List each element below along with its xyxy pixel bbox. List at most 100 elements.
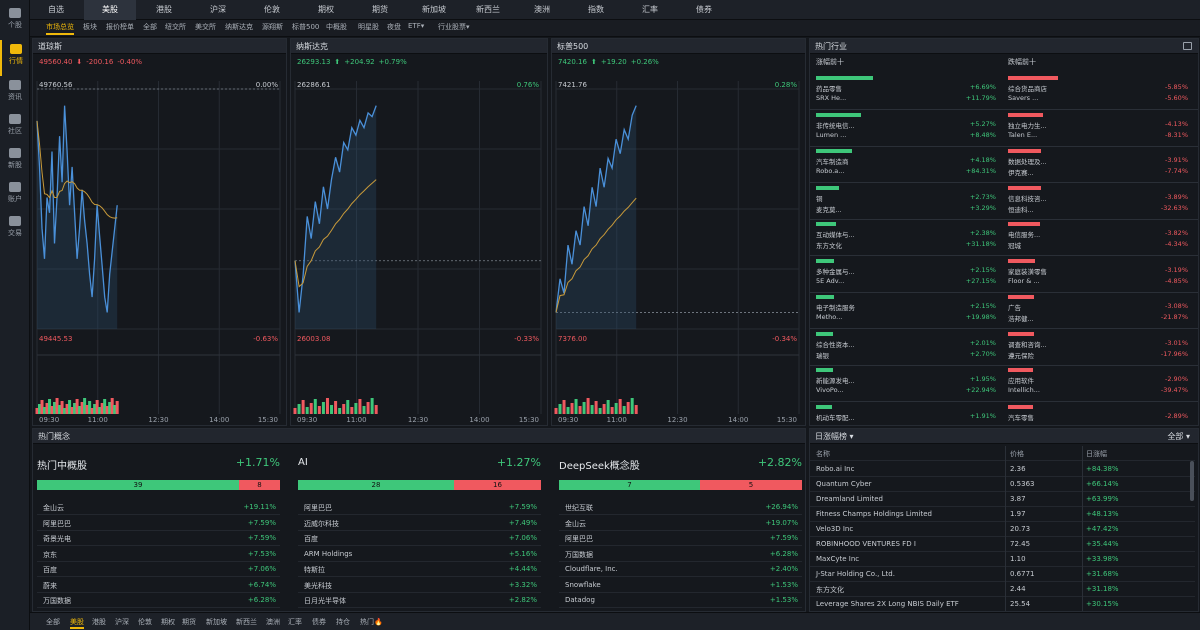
gainer-row[interactable]: Velo3D Inc 20.73 +47.42%: [810, 522, 1195, 537]
dow-intraday-chart[interactable]: 49760.56 0.00% 49445.53 -0.63% 09:30 11:00 12:…: [33, 69, 286, 425]
sidebar-item-trade[interactable]: 交易: [0, 212, 30, 248]
concept-stock-row[interactable]: 阿里巴巴 +7.59%: [37, 516, 280, 531]
subnav-item[interactable]: 标普500: [292, 23, 320, 31]
bottom-tab[interactable]: 美股: [70, 617, 84, 629]
dow-jones-panel[interactable]: 道琼斯 49560.40 ⬇ -200.16 -0.40% 49760.56 0.00%…: [32, 38, 287, 426]
gainer-row[interactable]: Robo.ai Inc 2.36 +84.38%: [810, 462, 1195, 477]
bottom-tab[interactable]: 新西兰: [236, 618, 257, 626]
bottom-tab[interactable]: 新加坡: [206, 618, 227, 626]
sidebar-item-chart[interactable]: 行情: [0, 40, 30, 76]
tab-market[interactable]: 汇率: [642, 5, 658, 14]
tab-market[interactable]: 债券: [696, 5, 712, 14]
industry-row[interactable]: 新能源发电... +1.95% 应用软件 -2.90% VivoPo... +22.94%…: [810, 365, 1198, 402]
concept-stock-row[interactable]: 日月光半导体 +2.82%: [298, 593, 541, 608]
tab-market[interactable]: 伦敦: [264, 5, 280, 14]
tab-market[interactable]: 港股: [156, 5, 172, 14]
concept-stock-row[interactable]: 世纪互联 +26.94%: [559, 500, 802, 515]
subnav-item[interactable]: 中概股: [326, 23, 347, 31]
industry-row[interactable]: 互动媒体与... +2.38% 电信服务... -3.82% 东方文化 +31.18% 冠城…: [810, 219, 1198, 256]
industry-row[interactable]: 非传统电信... +5.27% 独立电力生... -4.13% Lumen ... +8.…: [810, 110, 1198, 147]
concept-stock-row[interactable]: 百度 +7.06%: [298, 531, 541, 546]
bottom-tab[interactable]: 港股: [92, 618, 106, 626]
tab-market[interactable]: 期权: [318, 5, 334, 14]
subnav-item[interactable]: ETF▾: [408, 22, 425, 30]
tab-market[interactable]: 指数: [588, 5, 604, 14]
expand-icon[interactable]: [1183, 42, 1192, 50]
column-header[interactable]: 日涨幅: [1086, 450, 1107, 458]
concept-stock-row[interactable]: 金山云 +19.11%: [37, 500, 280, 515]
sidebar-item-account[interactable]: 账户: [0, 178, 30, 214]
bottom-tab[interactable]: 汇率: [288, 618, 302, 626]
industry-row[interactable]: 综合性资本... +2.01% 调查和咨询... -3.01% 瑞银 +2.70% 遵元保险…: [810, 329, 1198, 366]
concept-stock-row[interactable]: 阿里巴巴 +7.59%: [559, 531, 802, 546]
sidebar-item-community[interactable]: 社区: [0, 110, 30, 146]
tab-market[interactable]: 自选: [48, 5, 64, 14]
tab-market[interactable]: 沪深: [210, 5, 226, 14]
gainer-row[interactable]: Dreamland Limited 3.87 +63.99%: [810, 492, 1195, 507]
subnav-item[interactable]: 明星股: [358, 23, 379, 31]
subnav-item[interactable]: 美交所: [195, 23, 216, 31]
concept-stock-row[interactable]: 蔚来 +6.74%: [37, 578, 280, 593]
sp500-panel[interactable]: 标普500 7420.16 ⬆ +19.20 +0.26% 7421.76 0.28% 7…: [551, 38, 806, 426]
nasdaq-panel[interactable]: 纳斯达克 26293.13 ⬆ +204.92 +0.79% 26286.61 0.76…: [290, 38, 548, 426]
industry-row[interactable]: 电子制造服务 +2.15% 广告 -3.08% Metho... +19.98% 浩邦健..…: [810, 292, 1198, 329]
concept-stock-row[interactable]: 特斯拉 +4.44%: [298, 562, 541, 577]
subnav-item[interactable]: 纳斯达克: [225, 23, 253, 31]
bottom-tab[interactable]: 债券: [312, 618, 326, 626]
concept-stock-row[interactable]: 迈威尔科技 +7.49%: [298, 516, 541, 531]
sp500-intraday-chart[interactable]: 7421.76 0.28% 7376.00 -0.34% 09:30 11:00 12:30…: [552, 69, 805, 425]
subnav-item[interactable]: 市场总览: [46, 22, 74, 35]
concept-stock-row[interactable]: Datadog +1.53%: [559, 593, 802, 608]
tab-market[interactable]: 期货: [372, 5, 388, 14]
gainer-row[interactable]: Quantum Cyber 0.5363 +66.14%: [810, 477, 1195, 492]
bottom-tab[interactable]: 沪深: [115, 618, 129, 626]
concept-stock-row[interactable]: Snowflake +1.53%: [559, 578, 802, 593]
gainer-row[interactable]: MaxCyte Inc 1.10 +33.98%: [810, 552, 1195, 567]
bottom-tab[interactable]: 期货: [182, 618, 196, 626]
subnav-item[interactable]: 夜盘: [387, 23, 401, 31]
tab-market[interactable]: 新西兰: [476, 5, 500, 14]
industry-row[interactable]: 药品零售 +6.69% 综合货品商店 -5.85% SRX He... +11.79% Sa…: [810, 73, 1198, 110]
concept-stock-row[interactable]: 金山云 +19.07%: [559, 516, 802, 531]
bottom-tab[interactable]: 澳洲: [266, 618, 280, 626]
subnav-item[interactable]: 报价榜单: [106, 23, 134, 31]
column-header[interactable]: 价格: [1010, 450, 1024, 458]
bottom-tab[interactable]: 期权: [161, 618, 175, 626]
concept-stock-row[interactable]: 万国数据 +6.28%: [559, 547, 802, 562]
gainers-title[interactable]: 日涨幅榜 ▾: [815, 432, 854, 441]
column-header[interactable]: 名称: [816, 450, 830, 458]
gainer-row[interactable]: Fitness Champs Holdings Limited 1.97 +48.1…: [810, 507, 1195, 522]
concept-stock-row[interactable]: 美光科技 +3.32%: [298, 578, 541, 593]
sidebar-item-ipo[interactable]: 新股: [0, 144, 30, 180]
gainers-filter[interactable]: 全部 ▾: [1167, 432, 1190, 441]
concept-stock-row[interactable]: 万国数据 +6.28%: [37, 593, 280, 608]
concept-group[interactable]: DeepSeek概念股 +2.82% 7 5 世纪互联 +26.94% 金山云 +19.07%…: [559, 445, 802, 611]
concept-group[interactable]: AI +1.27% 28 16 阿里巴巴 +7.59% 迈威尔科技 +7.49% 百度 +7.06…: [298, 445, 541, 611]
industry-row[interactable]: 汽车制造商 +4.18% 数据处理及... -3.91% Robo.a... +84.31…: [810, 146, 1198, 183]
industry-row[interactable]: 机动车零配... +1.91% 汽车零售 -2.89%: [810, 402, 1198, 426]
gainer-row[interactable]: Leverage Shares 2X Long NBIS Daily ETF 25…: [810, 597, 1195, 611]
concept-group[interactable]: 热门中概股 +1.71% 39 8 金山云 +19.11% 阿里巴巴 +7.59% 奇景光电 +7…: [37, 445, 280, 611]
industry-row[interactable]: 多种金属与... +2.15% 家庭装潢零售 -3.19% 5E Adv... +27.1…: [810, 256, 1198, 293]
bottom-tab[interactable]: 伦敦: [138, 618, 152, 626]
bottom-tab[interactable]: 持仓: [336, 618, 350, 626]
tab-market[interactable]: 澳洲: [534, 5, 550, 14]
concept-stock-row[interactable]: 百度 +7.06%: [37, 562, 280, 577]
subnav-item[interactable]: 全部: [143, 23, 157, 31]
bottom-tab[interactable]: 热门🔥: [360, 618, 383, 626]
nasdaq-intraday-chart[interactable]: 26286.61 0.76% 26003.08 -0.33% 09:30 11:00 12:…: [291, 69, 547, 425]
gainer-row[interactable]: ROBINHOOD VENTURES FD I 72.45 +35.44%: [810, 537, 1195, 552]
concept-stock-row[interactable]: 奇景光电 +7.59%: [37, 531, 280, 546]
subnav-item[interactable]: 源翔斯: [262, 23, 283, 31]
sidebar-item-chat[interactable]: 个股: [0, 4, 30, 40]
sidebar-item-news[interactable]: 资讯: [0, 76, 30, 112]
bottom-tab[interactable]: 全部: [46, 618, 60, 626]
tab-market[interactable]: 美股: [84, 0, 136, 20]
subnav-item[interactable]: 板块: [83, 23, 97, 31]
scrollbar[interactable]: [1190, 461, 1194, 501]
concept-stock-row[interactable]: Cloudflare, Inc. +2.40%: [559, 562, 802, 577]
gainer-row[interactable]: 东方文化 2.44 +31.18%: [810, 582, 1195, 597]
concept-stock-row[interactable]: 京东 +7.53%: [37, 547, 280, 562]
tab-market[interactable]: 新加坡: [422, 5, 446, 14]
gainer-row[interactable]: J-Star Holding Co., Ltd. 0.6771 +31.68%: [810, 567, 1195, 582]
